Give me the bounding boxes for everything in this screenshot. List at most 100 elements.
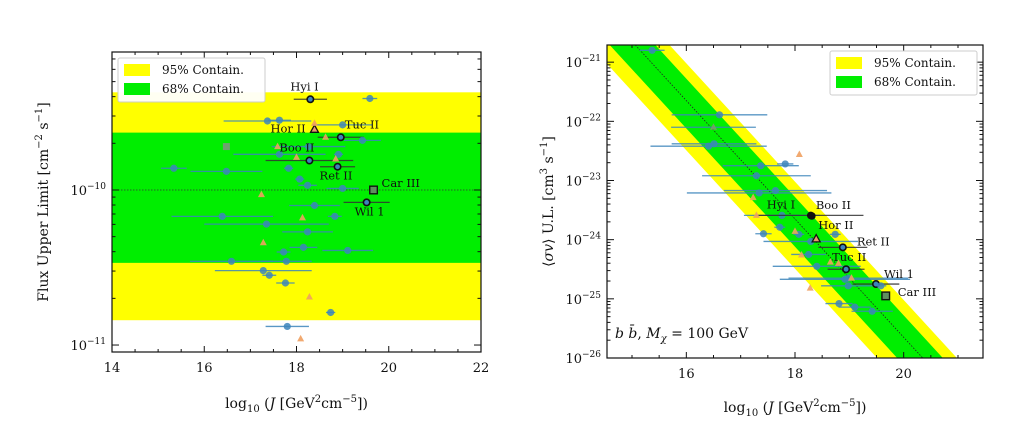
data-point [282,257,290,265]
data-point [710,140,718,148]
data-point [303,181,312,189]
triangle-point [297,334,305,342]
median-line [634,44,923,359]
dwarf-label: Boo II [279,141,314,155]
highlight-point [842,265,851,274]
data-point [327,308,335,317]
data-point [339,121,347,129]
triangle-point [806,284,814,291]
data-point [279,248,288,256]
triangle-point [791,227,799,234]
data-point [813,262,821,270]
square-point [222,143,230,151]
data-point [263,117,272,125]
data-point [648,46,656,54]
data-point [358,136,367,144]
data-point [259,267,267,275]
data-point [804,250,813,259]
data-point [310,201,319,210]
plot-area [112,92,481,342]
data-point [851,303,859,311]
triangle-point [826,258,834,265]
triangle-point [848,274,856,281]
data-point [844,282,852,290]
data-point [831,230,839,238]
x-tick-label: 14 [104,361,121,376]
y-tick-label: 10−11 [70,337,106,354]
triangle-point [322,133,330,140]
data-point [759,230,768,238]
y-tick-label: 10−23 [565,172,601,189]
y-tick-label: 10−24 [565,232,601,249]
highlight-triangle [309,123,320,133]
triangle-point [752,211,760,218]
legend-swatch [124,83,150,95]
data-point [344,246,352,255]
data-point [285,164,293,172]
highlight-point [808,212,816,220]
legend-label: 95% Contain. [162,63,244,77]
triangle-point [259,238,267,246]
data-point [299,243,308,251]
annotation: b b̄, Mχ = 100 GeV [615,324,749,345]
data-point [283,322,291,331]
y-tick-label: 10−26 [565,350,601,367]
y-axis-label: Flux Upper Limit [cm−2 s−1] [34,102,52,302]
legend-swatch [124,64,150,76]
legend-label: 68% Contain. [162,82,244,96]
data-point [877,282,885,290]
triangle-point [305,292,313,300]
legend-label: 95% Contain. [874,56,956,70]
dwarf-label: Ret II [320,169,353,183]
legend-swatch [836,57,862,69]
data-point [304,142,313,151]
x-tick-label: 22 [473,361,490,376]
triangle-point [749,193,757,201]
x-tick-label: 20 [895,367,912,382]
triangle-point [795,150,803,157]
data-point [771,186,780,195]
x-tick-label: 18 [288,361,305,376]
dwarf-label: Tuc II [832,250,866,264]
dwarf-label: Car III [898,285,936,299]
data-point [776,223,784,231]
y-tick-label: 10−10 [70,182,106,199]
data-point [807,237,815,246]
legend [829,50,978,96]
legend [117,57,266,103]
data-point [262,220,271,228]
dwarf-label: Hyi I [767,197,795,211]
data-point [366,94,374,103]
left-panel-flux-upper-limit: Hyi I Hor II Tuc II Boo II Ret II Car III Wil … [34,51,490,415]
data-point [715,111,724,119]
y-tick-label: 10−25 [565,291,601,308]
data-point [868,307,876,315]
data-point [281,279,290,287]
data-point [757,162,765,170]
data-point [752,172,761,180]
data-point [303,228,312,236]
y-tick-label: 10−22 [565,113,601,130]
dwarf-label: Car III [382,176,420,190]
dwarf-label: Wil 1 [355,204,385,218]
plot-area [607,44,957,359]
data-point [222,167,230,175]
x-axis-label: log10 (J [GeV2cm−5]) [724,398,867,419]
dwarf-label: Hor II [818,218,853,232]
highlight-point [306,95,315,104]
data-point [275,150,284,158]
y-tick-label: 10−21 [565,54,601,71]
highlight-point [305,156,314,165]
data-point [170,164,178,172]
triangle-point [274,142,282,150]
legend-label: 68% Contain. [874,75,956,89]
triangle-point [834,259,842,266]
dwarf-label: Hyi I [290,79,318,93]
dwarf-label: Wil 1 [884,267,914,281]
data-point [331,212,339,220]
triangle-point [257,190,265,198]
highlight-square [369,185,379,195]
dwarf-label: Tuc II [345,117,379,131]
legend-swatch [836,76,862,88]
